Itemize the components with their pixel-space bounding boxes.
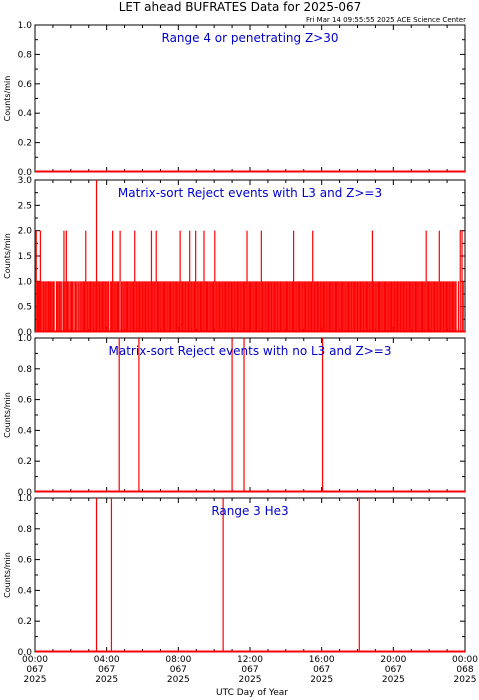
x-tick-time: 04:00 <box>94 655 120 665</box>
y-tick-label: 0.2 <box>18 457 32 467</box>
y-tick-label: 3.0 <box>18 176 33 186</box>
x-tick-time: 12:00 <box>237 655 263 665</box>
x-tick-year: 2025 <box>167 675 190 685</box>
y-axis-label: Counts/min <box>3 392 12 438</box>
x-axis: 00:00067202504:00067202508:00067202512:0… <box>22 655 478 685</box>
chart-title: LET ahead BUFRATES Data for 2025-067 <box>119 0 361 14</box>
plot-frame <box>34 337 466 493</box>
panel-4: 0.0 0.2 0.4 0.6 0.8 1.0 Counts/min Range 3 He3 <box>3 494 466 658</box>
x-tick-doy: 067 <box>385 665 402 675</box>
x-tick-year: 2025 <box>239 675 262 685</box>
x-tick-time: 00:00 <box>22 655 48 665</box>
y-tick-label: 0.8 <box>18 525 33 535</box>
y-tick-label: 0.6 <box>18 80 33 90</box>
y-tick-label: 0.0 <box>18 648 33 658</box>
x-tick-time: 16:00 <box>309 655 335 665</box>
y-tick-label: 0.2 <box>18 139 32 149</box>
x-tick-year: 2025 <box>95 675 118 685</box>
y-tick-label: 0.8 <box>18 365 33 375</box>
x-tick-time: 08:00 <box>165 655 191 665</box>
y-tick-label: 2.5 <box>18 201 32 211</box>
x-tick-doy: 067 <box>313 665 330 675</box>
y-axis-label: Counts/min <box>3 552 12 598</box>
y-tick-label: 0.0 <box>18 488 33 498</box>
y-tick-label: 0.6 <box>18 556 33 566</box>
x-tick-year: 2025 <box>382 675 405 685</box>
y-axis-label: Counts/min <box>3 76 12 122</box>
y-tick-label: 1.0 <box>18 277 33 287</box>
y-tick-label: 0.2 <box>18 617 32 627</box>
x-tick-time: 00:00 <box>452 655 478 665</box>
y-tick-label: 0.4 <box>18 426 33 436</box>
x-tick-doy: 067 <box>98 665 115 675</box>
x-tick-doy: 067 <box>26 665 43 675</box>
plot-frame <box>34 497 466 653</box>
y-tick-label: 0.0 <box>18 328 33 338</box>
panel-2: 0.0 0.5 1.0 1.5 2.0 2.5 3.0 Counts/min Matrix-so… <box>3 176 466 338</box>
y-tick-label: 1.0 <box>18 334 33 344</box>
y-tick-label: 1.0 <box>18 494 33 504</box>
x-tick-doy: 068 <box>456 665 473 675</box>
y-axis-label: Counts/min <box>3 233 12 279</box>
y-tick-label: 0.4 <box>18 109 33 119</box>
plot-frame <box>34 24 466 173</box>
panel-1: 0.0 0.2 0.4 0.6 0.8 1.0 Counts/min Range 4 or p… <box>3 21 466 178</box>
y-tick-label: 0.6 <box>18 396 33 406</box>
panel-annotation: Matrix-sort Reject events with L3 and Z>… <box>118 186 382 200</box>
timestamp-label: Fri Mar 14 09:55:55 2025 ACE Science Cen… <box>306 16 466 24</box>
x-tick-year: 2025 <box>24 675 47 685</box>
y-tick-label: 2.0 <box>18 227 33 237</box>
x-tick-year: 2025 <box>454 675 477 685</box>
y-tick-label: 0.0 <box>18 168 33 178</box>
panels-group: 0.0 0.2 0.4 0.6 0.8 1.0 Counts/min Range 4 or p… <box>3 21 466 658</box>
y-tick-label: 0.5 <box>18 303 32 313</box>
panel-annotation: Matrix-sort Reject events with no L3 and… <box>109 344 392 358</box>
x-tick-time: 20:00 <box>380 655 406 665</box>
y-tick-label: 0.8 <box>18 50 33 60</box>
y-tick-label: 1.0 <box>18 21 33 31</box>
panel-annotation: Range 3 He3 <box>211 504 288 518</box>
x-axis-label: UTC Day of Year <box>216 688 288 698</box>
panel-3: 0.0 0.2 0.4 0.6 0.8 1.0 Counts/min Matrix-sort … <box>3 334 466 498</box>
panel-annotation: Range 4 or penetrating Z>30 <box>162 31 339 45</box>
x-tick-year: 2025 <box>310 675 333 685</box>
y-tick-label: 0.4 <box>18 586 33 596</box>
y-tick-label: 1.5 <box>18 252 32 262</box>
x-tick-doy: 067 <box>170 665 187 675</box>
x-tick-doy: 067 <box>241 665 258 675</box>
